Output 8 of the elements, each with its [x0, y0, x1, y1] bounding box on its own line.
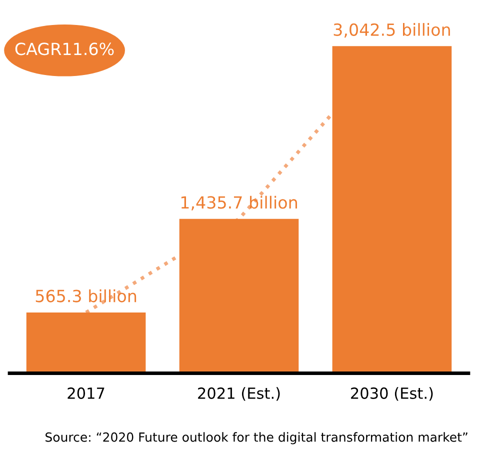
- annotation: CAGR11.6%: [15, 42, 114, 56]
- x-tick-label: 2030 (Est.): [351, 387, 433, 401]
- data-label: 3,042.5 billion: [334, 23, 450, 38]
- x-tick-label: 2017: [68, 387, 104, 399]
- source-note: Source: “2020 Future outlook for the digital transformation market”: [46, 432, 468, 444]
- data-label: 565.3 billion: [36, 289, 136, 302]
- x-tick-label: 2021 (Est.): [198, 387, 280, 401]
- data-label: 1,435.7 billion: [181, 196, 297, 210]
